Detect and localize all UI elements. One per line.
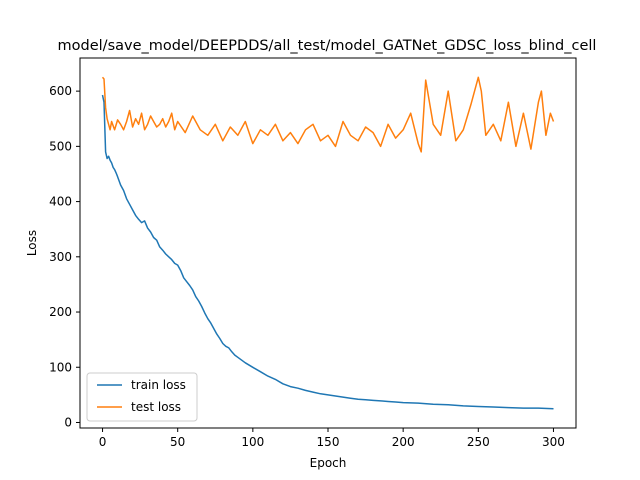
y-axis-ticks: 0 100 200 300 400 500 600 bbox=[49, 84, 80, 429]
x-axis-label: Epoch bbox=[310, 456, 347, 470]
x-tick-label: 250 bbox=[467, 435, 490, 449]
y-axis-label: Loss bbox=[25, 230, 39, 256]
x-axis-ticks: 0 50 100 150 200 250 300 bbox=[99, 428, 565, 449]
legend-label-train-loss: train loss bbox=[131, 378, 186, 392]
y-tick-label: 500 bbox=[49, 139, 72, 153]
legend: train loss test loss bbox=[86, 372, 198, 422]
x-tick-label: 100 bbox=[241, 435, 264, 449]
plot-lines bbox=[101, 76, 555, 410]
x-tick-label: 200 bbox=[392, 435, 415, 449]
y-tick-label: 100 bbox=[49, 360, 72, 374]
series-line-train-loss bbox=[101, 94, 554, 410]
chart-title: model/save_model/DEEPDDS/all_test/model_… bbox=[58, 38, 597, 54]
x-tick-label: 50 bbox=[170, 435, 185, 449]
y-tick-label: 200 bbox=[49, 305, 72, 319]
y-tick-label: 400 bbox=[49, 195, 72, 209]
legend-label-test-loss: test loss bbox=[131, 400, 181, 414]
x-tick-label: 300 bbox=[542, 435, 565, 449]
y-tick-label: 300 bbox=[49, 250, 72, 264]
series-line-test-loss bbox=[101, 76, 555, 153]
y-tick-label: 0 bbox=[64, 415, 72, 429]
x-tick-label: 0 bbox=[99, 435, 107, 449]
x-tick-label: 150 bbox=[317, 435, 340, 449]
y-tick-label: 600 bbox=[49, 84, 72, 98]
